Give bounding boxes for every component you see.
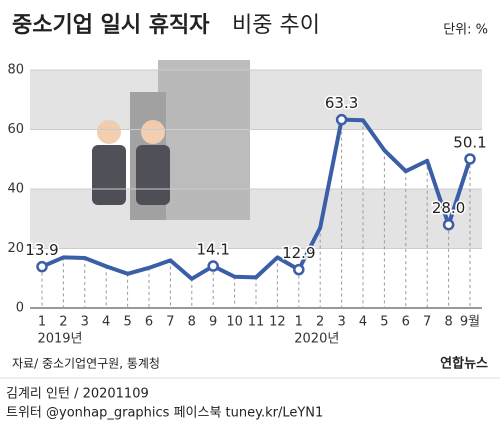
y-tick-label: 20	[7, 241, 24, 256]
y-tick-label: 0	[16, 301, 24, 316]
x-tick-label: 8	[188, 315, 196, 330]
point	[207, 260, 219, 272]
x-tick-label: 7	[166, 315, 174, 330]
line	[41, 117, 472, 281]
year-label: 2019년	[37, 332, 82, 347]
x-tick-label: 12	[269, 315, 286, 330]
data-label: 63.3	[325, 94, 358, 112]
credit: 김계리 인턴 / 20201109	[6, 387, 149, 402]
point	[293, 263, 305, 276]
source: 자료/ 중소기업연구원, 통계청	[12, 357, 160, 371]
unit-label: 단위: %	[443, 23, 488, 38]
x-tick-label: 6	[402, 315, 410, 330]
illustration	[92, 60, 250, 220]
logo: 연합뉴스	[440, 356, 488, 372]
x-tick-label: 11	[248, 315, 265, 330]
data-label: 12.9	[282, 244, 315, 262]
y-tick-label: 40	[7, 182, 24, 197]
data-label: 28.0	[432, 199, 465, 217]
x-tick-label: 1	[295, 315, 303, 330]
x-tick-label: 5	[380, 315, 388, 330]
x-tick-label: 9월	[460, 315, 480, 330]
grid-band	[30, 70, 482, 130]
x-tick-label: 3	[81, 315, 89, 330]
x-tick-label: 10	[226, 315, 243, 330]
social: 트위터 @yonhap_graphics 페이스북 tuney.kr/LeYN1	[6, 406, 323, 421]
x-tick-label: 9	[209, 315, 217, 330]
x-tick-label: 1	[38, 315, 46, 330]
chart-subtitle: 비중 추이	[232, 13, 320, 38]
data-label: 14.1	[196, 241, 229, 259]
person	[136, 145, 170, 205]
point	[36, 260, 48, 273]
chart-title: 중소기업 일시 휴직자	[12, 13, 210, 38]
data-label: 13.9	[25, 241, 58, 259]
person	[92, 145, 126, 205]
x-tick-label: 7	[423, 315, 431, 330]
x-tick-label: 3	[337, 315, 345, 330]
x-tick-label: 4	[102, 315, 110, 330]
bands	[30, 70, 482, 249]
point	[464, 153, 476, 165]
y-tick-label: 80	[7, 63, 24, 78]
person	[141, 120, 165, 144]
point	[335, 113, 348, 126]
point	[442, 218, 455, 231]
year-label: 2020년	[294, 332, 339, 347]
x-tick-label: 5	[123, 315, 131, 330]
building	[158, 60, 250, 220]
x-tick-label: 4	[359, 315, 367, 330]
data-label: 50.1	[453, 133, 486, 151]
x-tick-label: 6	[145, 315, 153, 330]
y-tick-label: 60	[7, 122, 24, 137]
x-tick-label: 2	[316, 315, 324, 330]
x-tick-label: 2	[59, 315, 67, 330]
x-tick-label: 8	[444, 315, 452, 330]
person	[97, 120, 121, 144]
